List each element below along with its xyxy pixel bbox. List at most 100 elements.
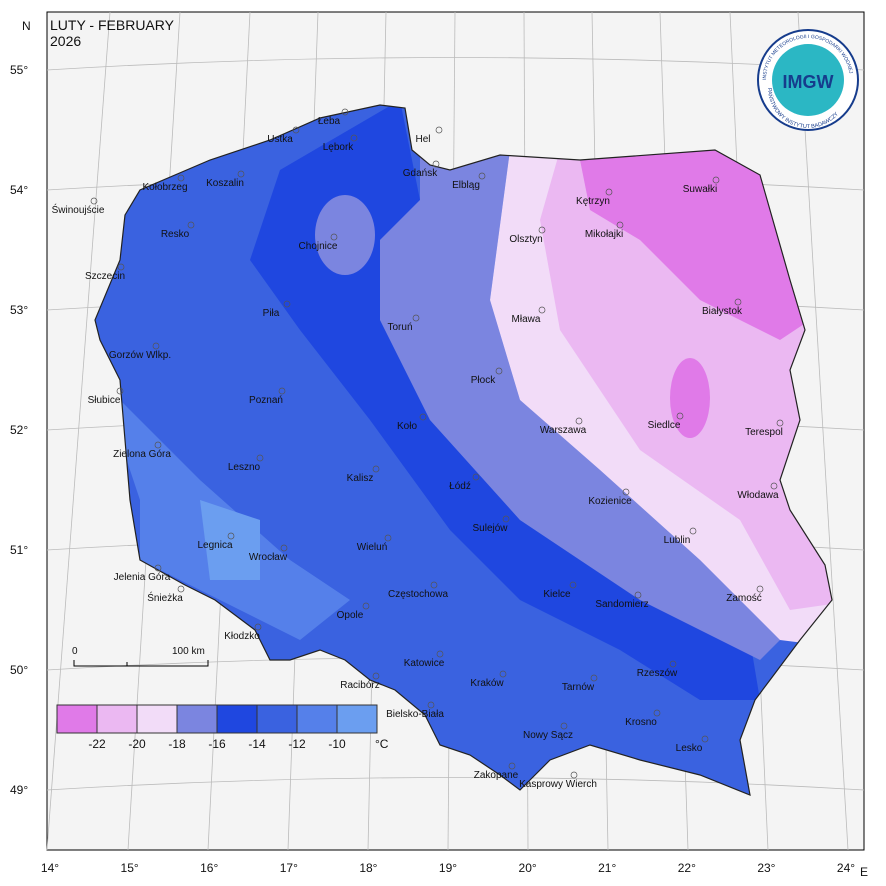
city-label: Bielsko-Biała bbox=[386, 709, 444, 720]
city-marker bbox=[570, 771, 578, 779]
city-marker bbox=[187, 221, 195, 229]
city-marker bbox=[372, 465, 380, 473]
city-label: Katowice bbox=[404, 658, 445, 669]
city-label: Płock bbox=[471, 375, 496, 386]
city-marker bbox=[419, 413, 427, 421]
latitude-label: 54° bbox=[10, 183, 28, 197]
city-label: Olsztyn bbox=[509, 234, 542, 245]
logo: IMGW INSTYTUT METEOROLOGII I GOSPODARKI … bbox=[757, 29, 859, 131]
city-marker bbox=[712, 176, 720, 184]
city-label: Lębork bbox=[323, 142, 355, 153]
longitude-label: 20° bbox=[519, 861, 537, 875]
longitude-label: 19° bbox=[439, 861, 457, 875]
city-label: Kętrzyn bbox=[576, 196, 610, 207]
legend-label: -20 bbox=[128, 737, 146, 751]
scale-bar: 0 100 km bbox=[72, 646, 209, 667]
city-marker bbox=[254, 623, 262, 631]
zone-16 bbox=[380, 150, 780, 660]
city-marker bbox=[435, 126, 443, 134]
city-label: Sandomierz bbox=[595, 599, 648, 610]
city-marker bbox=[90, 197, 98, 205]
city-marker bbox=[117, 263, 125, 271]
legend-swatch bbox=[176, 704, 218, 734]
city-marker bbox=[653, 709, 661, 717]
city-marker bbox=[427, 701, 435, 709]
legend-swatch bbox=[56, 704, 98, 734]
city-label: Kołobrzeg bbox=[142, 182, 187, 193]
city-marker bbox=[154, 564, 162, 572]
city-marker bbox=[237, 170, 245, 178]
latitude-label: 49° bbox=[10, 783, 28, 797]
axis-labels: 55° 54° 53° 52° 51° 50° 49° 14° 15° 16° 17° 18° 19° 2… bbox=[10, 63, 855, 875]
city-marker bbox=[538, 306, 546, 314]
city-label: Zielona Góra bbox=[113, 449, 171, 460]
city-label: Suwałki bbox=[683, 184, 717, 195]
city-label: Toruń bbox=[387, 322, 412, 333]
title: LUTY - FEBRUARY bbox=[50, 17, 175, 33]
scale-start: 0 bbox=[72, 646, 78, 657]
city-marker bbox=[472, 473, 480, 481]
city-marker bbox=[330, 233, 338, 241]
city-label: Łeba bbox=[318, 116, 341, 127]
city-label: Krosno bbox=[625, 717, 657, 728]
city-label: Warszawa bbox=[540, 425, 587, 436]
city-marker bbox=[341, 108, 349, 116]
city-label: Włodawa bbox=[737, 490, 779, 501]
city-label: Wieluń bbox=[357, 542, 388, 553]
city-marker bbox=[278, 387, 286, 395]
city-label: Częstochowa bbox=[388, 589, 448, 600]
city-marker bbox=[669, 660, 677, 668]
city-label: Lublin bbox=[664, 535, 691, 546]
city-label: Poznań bbox=[249, 395, 283, 406]
city-marker bbox=[538, 226, 546, 234]
city-marker bbox=[154, 441, 162, 449]
city-marker bbox=[590, 674, 598, 682]
longitude-label: 21° bbox=[598, 861, 616, 875]
city-marker bbox=[384, 534, 392, 542]
east-label: E bbox=[860, 865, 868, 879]
legend-swatch bbox=[296, 704, 338, 734]
city-label: Kalisz bbox=[347, 473, 374, 484]
legend-swatch bbox=[336, 704, 378, 734]
zone-14 bbox=[250, 105, 760, 700]
legend-swatch bbox=[96, 704, 138, 734]
longitude-label: 14° bbox=[41, 861, 59, 875]
longitude-label: 22° bbox=[678, 861, 696, 875]
city-marker bbox=[177, 585, 185, 593]
latitude-label: 50° bbox=[10, 663, 28, 677]
city-marker bbox=[756, 585, 764, 593]
city-label: Szczecin bbox=[85, 271, 125, 282]
city-label: Kielce bbox=[543, 589, 571, 600]
legend-label: -12 bbox=[288, 737, 306, 751]
city-marker bbox=[676, 412, 684, 420]
city-label: Kraków bbox=[470, 678, 504, 689]
city-marker bbox=[177, 174, 185, 182]
zone-warm bbox=[200, 500, 260, 580]
city-label: Leszno bbox=[228, 462, 261, 473]
city-label: Hel bbox=[415, 134, 430, 145]
city-label: Racibórz bbox=[340, 680, 379, 691]
zone-16 bbox=[315, 195, 375, 275]
city-label: Mikołajki bbox=[585, 229, 623, 240]
city-label: Zakopane bbox=[474, 770, 519, 781]
city-marker bbox=[283, 300, 291, 308]
city-marker bbox=[499, 670, 507, 678]
city-label: Zamość bbox=[726, 593, 762, 604]
city-marker bbox=[569, 581, 577, 589]
legend-label: -18 bbox=[168, 737, 186, 751]
city-label: Śnieżka bbox=[147, 591, 183, 604]
legend-label: -22 bbox=[88, 737, 106, 751]
latitude-label: 53° bbox=[10, 303, 28, 317]
city-marker bbox=[152, 342, 160, 350]
cities: Łeba Ustka Lębork Hel Gdańsk Elbląg Kołobrzeg K… bbox=[52, 108, 784, 790]
city-label: Legnica bbox=[197, 540, 232, 551]
city-marker bbox=[362, 602, 370, 610]
city-label: Piła bbox=[263, 308, 280, 319]
city-marker bbox=[412, 314, 420, 322]
latitude-label: 51° bbox=[10, 543, 28, 557]
city-marker bbox=[770, 482, 778, 490]
city-marker bbox=[280, 544, 288, 552]
city-marker bbox=[116, 387, 124, 395]
city-label: Nowy Sącz bbox=[523, 730, 573, 741]
